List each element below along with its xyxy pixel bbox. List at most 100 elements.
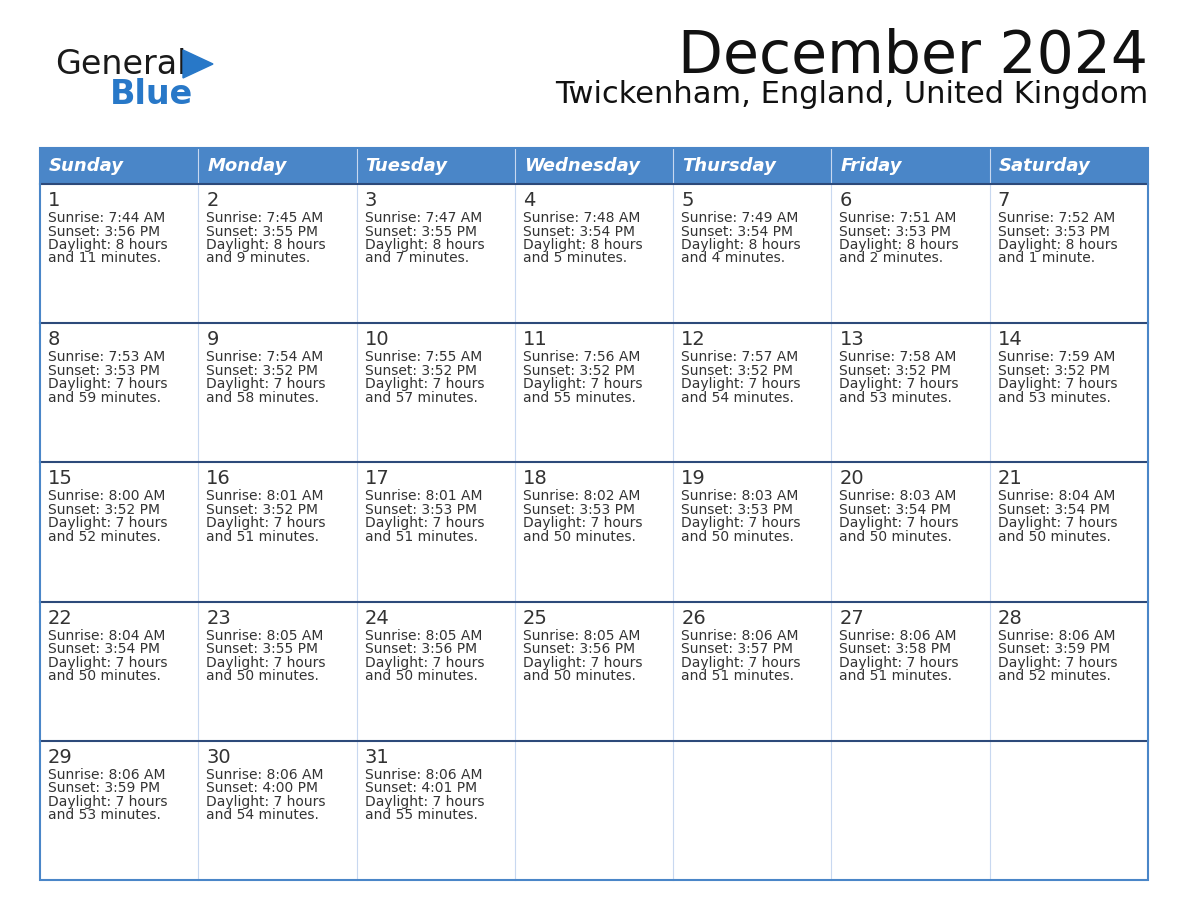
Text: 2: 2 — [207, 191, 219, 210]
Bar — [356, 184, 514, 323]
Text: Sunset: 3:52 PM: Sunset: 3:52 PM — [523, 364, 634, 377]
Text: Sunrise: 7:56 AM: Sunrise: 7:56 AM — [523, 350, 640, 364]
Text: Sunrise: 8:05 AM: Sunrise: 8:05 AM — [207, 629, 323, 643]
Text: and 57 minutes.: and 57 minutes. — [365, 391, 478, 405]
Text: Sunset: 3:54 PM: Sunset: 3:54 PM — [523, 225, 634, 239]
Text: Sunrise: 7:48 AM: Sunrise: 7:48 AM — [523, 211, 640, 225]
Text: and 11 minutes.: and 11 minutes. — [48, 252, 162, 265]
Bar — [674, 601, 832, 741]
Polygon shape — [183, 50, 213, 78]
Text: and 55 minutes.: and 55 minutes. — [365, 809, 478, 823]
Text: and 50 minutes.: and 50 minutes. — [207, 669, 320, 683]
Bar — [990, 601, 1148, 741]
Bar — [674, 184, 832, 323]
Text: Sunrise: 8:01 AM: Sunrise: 8:01 AM — [365, 489, 482, 503]
Text: 17: 17 — [365, 469, 390, 488]
Text: Sunset: 3:59 PM: Sunset: 3:59 PM — [998, 642, 1110, 656]
Text: Sunrise: 7:55 AM: Sunrise: 7:55 AM — [365, 350, 482, 364]
Text: Sunrise: 7:44 AM: Sunrise: 7:44 AM — [48, 211, 165, 225]
Text: 16: 16 — [207, 469, 230, 488]
Text: and 54 minutes.: and 54 minutes. — [681, 391, 794, 405]
Bar — [990, 184, 1148, 323]
Bar — [356, 741, 514, 880]
Text: Sunset: 3:52 PM: Sunset: 3:52 PM — [207, 503, 318, 517]
Text: 15: 15 — [48, 469, 72, 488]
Text: Daylight: 7 hours: Daylight: 7 hours — [207, 795, 326, 809]
Text: Sunrise: 8:04 AM: Sunrise: 8:04 AM — [998, 489, 1116, 503]
Text: and 4 minutes.: and 4 minutes. — [681, 252, 785, 265]
Bar — [832, 741, 990, 880]
Text: Daylight: 7 hours: Daylight: 7 hours — [365, 655, 484, 669]
Text: Daylight: 7 hours: Daylight: 7 hours — [48, 655, 168, 669]
Text: Sunset: 3:57 PM: Sunset: 3:57 PM — [681, 642, 794, 656]
Text: 30: 30 — [207, 748, 230, 767]
Text: and 50 minutes.: and 50 minutes. — [681, 530, 794, 543]
Text: Tuesday: Tuesday — [366, 157, 448, 175]
Text: Sunset: 3:58 PM: Sunset: 3:58 PM — [840, 642, 952, 656]
Text: Sunset: 3:52 PM: Sunset: 3:52 PM — [365, 364, 476, 377]
Text: Daylight: 7 hours: Daylight: 7 hours — [365, 377, 484, 391]
Text: Sunset: 4:00 PM: Sunset: 4:00 PM — [207, 781, 318, 795]
Bar — [40, 148, 1148, 184]
Text: Daylight: 7 hours: Daylight: 7 hours — [207, 377, 326, 391]
Text: Sunrise: 7:57 AM: Sunrise: 7:57 AM — [681, 350, 798, 364]
Text: Sunset: 3:52 PM: Sunset: 3:52 PM — [48, 503, 160, 517]
Text: and 50 minutes.: and 50 minutes. — [840, 530, 953, 543]
Text: and 53 minutes.: and 53 minutes. — [48, 809, 160, 823]
Text: 4: 4 — [523, 191, 536, 210]
Text: Sunset: 3:56 PM: Sunset: 3:56 PM — [48, 225, 160, 239]
Text: 9: 9 — [207, 330, 219, 349]
Text: Daylight: 8 hours: Daylight: 8 hours — [840, 238, 959, 252]
Text: Blue: Blue — [110, 78, 194, 111]
Text: Daylight: 7 hours: Daylight: 7 hours — [840, 655, 959, 669]
Bar — [832, 323, 990, 463]
Text: and 7 minutes.: and 7 minutes. — [365, 252, 469, 265]
Bar — [40, 323, 198, 463]
Text: and 1 minute.: and 1 minute. — [998, 252, 1095, 265]
Text: 28: 28 — [998, 609, 1023, 628]
Text: 31: 31 — [365, 748, 390, 767]
Bar — [674, 323, 832, 463]
Text: and 52 minutes.: and 52 minutes. — [48, 530, 160, 543]
Text: Daylight: 8 hours: Daylight: 8 hours — [365, 238, 485, 252]
Text: Sunset: 4:01 PM: Sunset: 4:01 PM — [365, 781, 476, 795]
Text: and 2 minutes.: and 2 minutes. — [840, 252, 943, 265]
Text: Sunset: 3:56 PM: Sunset: 3:56 PM — [365, 642, 476, 656]
Text: Sunrise: 7:53 AM: Sunrise: 7:53 AM — [48, 350, 165, 364]
Text: Daylight: 7 hours: Daylight: 7 hours — [48, 795, 168, 809]
Text: 14: 14 — [998, 330, 1023, 349]
Text: Daylight: 7 hours: Daylight: 7 hours — [365, 517, 484, 531]
Text: and 50 minutes.: and 50 minutes. — [523, 530, 636, 543]
Bar — [40, 741, 198, 880]
Text: Sunrise: 7:54 AM: Sunrise: 7:54 AM — [207, 350, 323, 364]
Text: and 5 minutes.: and 5 minutes. — [523, 252, 627, 265]
Text: Sunrise: 8:06 AM: Sunrise: 8:06 AM — [681, 629, 798, 643]
Text: Sunrise: 8:03 AM: Sunrise: 8:03 AM — [681, 489, 798, 503]
Text: Sunrise: 8:05 AM: Sunrise: 8:05 AM — [365, 629, 482, 643]
Text: Sunday: Sunday — [49, 157, 124, 175]
Text: Sunset: 3:53 PM: Sunset: 3:53 PM — [48, 364, 160, 377]
Text: 22: 22 — [48, 609, 72, 628]
Bar — [40, 601, 198, 741]
Text: 10: 10 — [365, 330, 390, 349]
Text: Sunrise: 8:06 AM: Sunrise: 8:06 AM — [48, 767, 165, 782]
Text: Sunset: 3:54 PM: Sunset: 3:54 PM — [840, 503, 952, 517]
Text: Twickenham, England, United Kingdom: Twickenham, England, United Kingdom — [555, 80, 1148, 109]
Text: and 51 minutes.: and 51 minutes. — [365, 530, 478, 543]
Text: Daylight: 7 hours: Daylight: 7 hours — [681, 377, 801, 391]
Bar — [198, 463, 356, 601]
Bar — [356, 601, 514, 741]
Text: Daylight: 7 hours: Daylight: 7 hours — [998, 377, 1117, 391]
Text: and 50 minutes.: and 50 minutes. — [523, 669, 636, 683]
Bar — [514, 184, 674, 323]
Text: Daylight: 7 hours: Daylight: 7 hours — [840, 377, 959, 391]
Text: Daylight: 7 hours: Daylight: 7 hours — [523, 377, 643, 391]
Text: and 51 minutes.: and 51 minutes. — [840, 669, 953, 683]
Text: Sunrise: 7:59 AM: Sunrise: 7:59 AM — [998, 350, 1116, 364]
Text: and 51 minutes.: and 51 minutes. — [207, 530, 320, 543]
Text: 3: 3 — [365, 191, 377, 210]
Text: Sunrise: 8:06 AM: Sunrise: 8:06 AM — [998, 629, 1116, 643]
Text: and 50 minutes.: and 50 minutes. — [365, 669, 478, 683]
Text: Sunset: 3:53 PM: Sunset: 3:53 PM — [681, 503, 794, 517]
Text: 18: 18 — [523, 469, 548, 488]
